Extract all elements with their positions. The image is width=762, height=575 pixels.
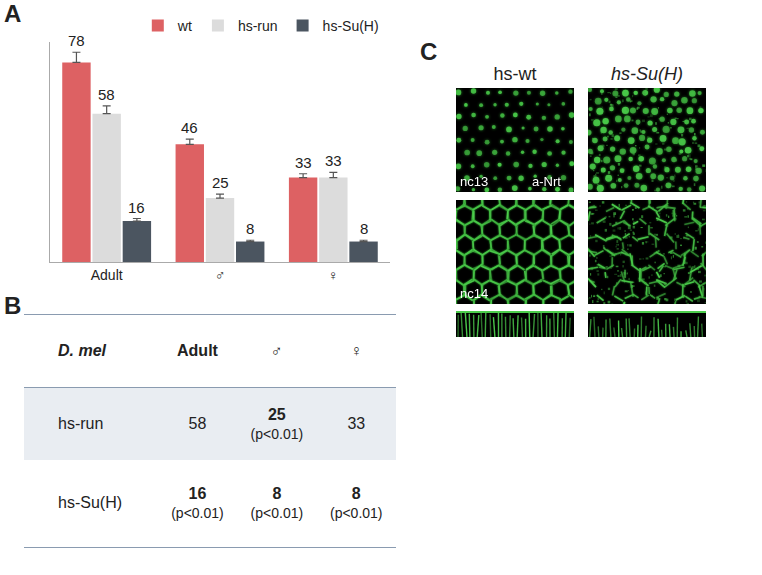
svg-text:♂: ♂ (215, 267, 226, 283)
html-text:(p<0.01): (p<0.01) (250, 505, 304, 522)
html-text:a-Nrt: a-Nrt (532, 174, 561, 189)
svg-text:Adult: Adult (91, 267, 123, 283)
svg-text:wt: wt (177, 18, 192, 34)
html-text:nc13: nc13 (460, 174, 489, 189)
svg-text:25: 25 (212, 174, 229, 191)
html-text:8: 8 (351, 485, 361, 503)
html-text:hs-wt: hs-wt (493, 64, 537, 84)
html-text:33: 33 (347, 414, 366, 432)
html-text:hs-run: hs-run (58, 414, 104, 432)
svg-text:58: 58 (98, 86, 115, 103)
svg-text:46: 46 (181, 119, 198, 136)
svg-text:8: 8 (246, 220, 254, 237)
html-text:16: 16 (188, 485, 207, 503)
html-text:Adult: Adult (177, 342, 218, 359)
html-text:(p<0.01): (p<0.01) (171, 505, 224, 522)
svg-text:33: 33 (295, 154, 312, 171)
html-text:nc14: nc14 (460, 286, 489, 301)
html-text:(p<0.01): (p<0.01) (330, 505, 383, 522)
html-text:A: A (4, 0, 22, 27)
svg-text:8: 8 (360, 220, 368, 237)
svg-text:16: 16 (128, 199, 145, 216)
svg-text:♀: ♀ (328, 267, 339, 283)
html-text:B: B (4, 292, 22, 319)
html-text:8: 8 (272, 485, 282, 503)
svg-text:33: 33 (325, 152, 342, 169)
html-text:25: 25 (268, 405, 286, 423)
svg-text:78: 78 (68, 32, 85, 49)
html-text:(p<0.01): (p<0.01) (250, 425, 304, 442)
html-text:58: 58 (188, 414, 207, 432)
html-text:hs-Su(H): hs-Su(H) (611, 64, 683, 84)
html-text:hs-Su(H): hs-Su(H) (58, 494, 122, 512)
svg-text:hs-run: hs-run (238, 18, 278, 34)
html-text:C: C (420, 38, 438, 65)
html-text:D. mel: D. mel (58, 342, 106, 359)
svg-text:hs-Su(H): hs-Su(H) (323, 18, 379, 34)
